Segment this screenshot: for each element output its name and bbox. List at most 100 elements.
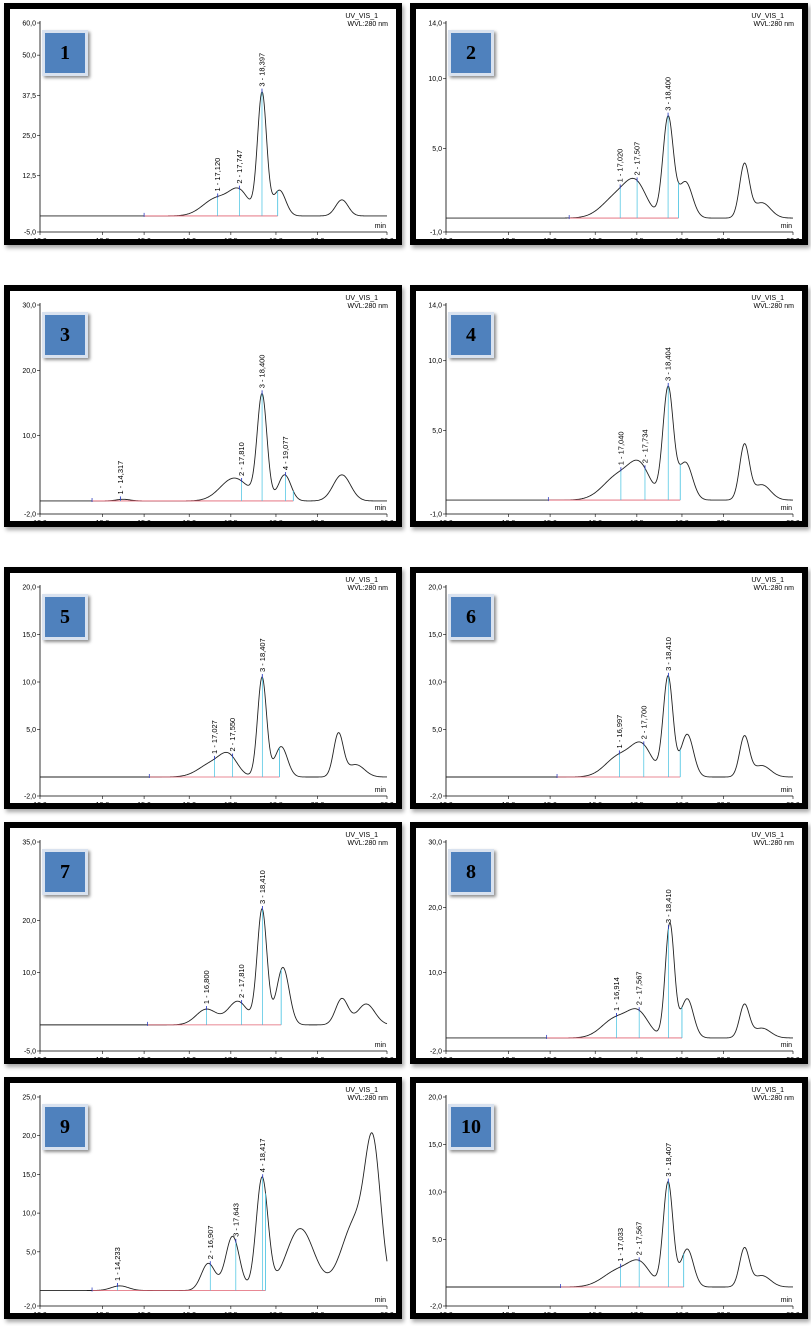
peak-label: 2 - 17,734 <box>640 429 649 463</box>
x-tick-label: 20,0 <box>717 1057 731 1058</box>
x-tick-label: 22,0 <box>786 238 800 239</box>
x-tick-label: 15,0 <box>543 802 557 803</box>
x-tick-label: 17,5 <box>630 1057 644 1058</box>
y-tick-label: 35,0 <box>22 840 36 847</box>
chromatogram-5: 12,0 13,8 15,0 16,3 17,5 18,8 20,0 22,0 -2,0 5,0 1… <box>22 577 394 803</box>
y-tick-label: 5,0 <box>26 727 36 734</box>
x-tick-label: 18,8 <box>675 802 689 803</box>
x-tick-label: 12,0 <box>439 1057 453 1058</box>
x-tick-label: 22,0 <box>786 802 800 803</box>
peak-label: 3 - 18,400 <box>664 77 673 111</box>
x-tick-label: 22,0 <box>786 520 800 521</box>
x-tick-label: 12,0 <box>439 520 453 521</box>
y-tick-label: -2,0 <box>430 1304 442 1311</box>
x-tick-label: 15,0 <box>543 1312 557 1313</box>
peak-label: 1 - 16,800 <box>202 970 211 1004</box>
panel-number-badge: 8 <box>448 849 494 895</box>
x-tick-label: 12,0 <box>439 1312 453 1313</box>
x-tick-label: 15,0 <box>137 1057 151 1058</box>
signal-trace <box>40 676 388 778</box>
y-tick-label: 10,0 <box>428 970 442 977</box>
wavelength-label: WVL:280 nm <box>348 585 389 592</box>
panel-number-badge: 2 <box>448 30 494 76</box>
panel-number-badge: 9 <box>42 1104 88 1150</box>
x-tick-label: 18,8 <box>675 1312 689 1313</box>
peak-label: 3 - 18,397 <box>257 53 266 87</box>
peak-label: 2 - 17,810 <box>237 964 246 998</box>
y-tick-label: 15,0 <box>428 1142 442 1149</box>
y-tick-label: 10,0 <box>22 1211 36 1218</box>
signal-trace <box>40 1132 388 1291</box>
chromatogram-panel-1: 12,0 13,8 15,0 16,3 17,5 18,8 20,0 22,0 -5,0 12,5… <box>4 3 402 245</box>
peak-label: 1 - 17,033 <box>616 1228 625 1262</box>
panel-number-badge: 4 <box>448 312 494 358</box>
peak-label: 3 - 18,410 <box>664 637 673 671</box>
y-tick-label: -1,0 <box>430 230 442 237</box>
x-tick-label: 22,0 <box>786 1057 800 1058</box>
wavelength-label: WVL:280 nm <box>754 21 795 28</box>
signal-trace <box>40 907 388 1026</box>
chromatogram-9: 12,0 13,8 15,0 16,3 17,5 18,8 20,0 22,0 -2,0 5,0 1… <box>22 1087 394 1313</box>
y-tick-label: 12,5 <box>22 173 36 180</box>
x-tick-label: 15,0 <box>137 520 151 521</box>
x-tick-label: 16,3 <box>588 520 602 521</box>
x-tick-label: 15,0 <box>137 238 151 239</box>
x-tick-label: 18,8 <box>269 520 283 521</box>
wavelength-label: WVL:280 nm <box>348 21 389 28</box>
y-tick-label: 10,0 <box>428 358 442 365</box>
panel-number-badge: 3 <box>42 312 88 358</box>
y-tick-label: 5,0 <box>432 428 442 435</box>
y-tick-label: 14,0 <box>428 303 442 310</box>
x-tick-label: 18,8 <box>675 238 689 239</box>
y-tick-label: 15,0 <box>428 632 442 639</box>
x-tick-label: 16,3 <box>182 238 196 239</box>
panel-number-badge: 7 <box>42 849 88 895</box>
x-tick-label: 22,0 <box>380 1312 394 1313</box>
x-unit-label: min <box>781 1042 792 1049</box>
x-tick-label: 17,5 <box>224 1057 238 1058</box>
signal-trace <box>446 922 793 1039</box>
peak-label: 4 - 18,417 <box>258 1138 267 1172</box>
x-tick-label: 13,8 <box>96 1312 110 1313</box>
y-tick-label: 10,0 <box>22 970 36 977</box>
x-tick-label: 12,0 <box>439 238 453 239</box>
y-tick-label: 10,0 <box>428 680 442 687</box>
peak-label: 3 - 18,410 <box>664 889 673 923</box>
x-tick-label: 17,5 <box>224 238 238 239</box>
x-tick-label: 13,8 <box>502 1312 516 1313</box>
x-tick-label: 18,8 <box>269 238 283 239</box>
y-tick-label: -5,0 <box>24 1049 36 1056</box>
peak-label: 3 - 18,400 <box>258 355 267 389</box>
x-tick-label: 16,3 <box>182 1312 196 1313</box>
x-tick-label: 13,8 <box>96 238 110 239</box>
x-tick-label: 13,8 <box>502 520 516 521</box>
peak-label: 1 - 14,317 <box>116 461 125 495</box>
x-unit-label: min <box>375 1042 386 1049</box>
x-tick-label: 12,0 <box>33 238 47 239</box>
wavelength-label: WVL:280 nm <box>348 1095 389 1102</box>
chromatogram-panel-10: 12,0 13,8 15,0 16,3 17,5 18,8 20,0 22,0 -2,0 5,0 1… <box>410 1077 808 1319</box>
chromatogram-panel-9: 12,0 13,8 15,0 16,3 17,5 18,8 20,0 22,0 -2,0 5,0 1… <box>4 1077 402 1319</box>
signal-trace <box>446 385 793 501</box>
x-unit-label: min <box>781 223 792 230</box>
chromatogram-8: 12,0 13,8 15,0 16,3 17,5 18,8 20,0 22,0 -2,0 10,0… <box>428 832 800 1058</box>
chromatogram-panel-8: 12,0 13,8 15,0 16,3 17,5 18,8 20,0 22,0 -2,0 10,0… <box>410 822 808 1064</box>
y-tick-label: 5,0 <box>432 146 442 153</box>
peak-label: 1 - 17,120 <box>213 158 222 192</box>
y-tick-label: -2,0 <box>24 1304 36 1311</box>
x-tick-label: 16,3 <box>182 802 196 803</box>
chromatogram-panel-5: 12,0 13,8 15,0 16,3 17,5 18,8 20,0 22,0 -2,0 5,0 1… <box>4 567 402 809</box>
chromatogram-4: 12,0 13,8 15,0 16,3 17,5 18,8 20,0 22,0 -1,0 5,0 1… <box>428 295 800 521</box>
x-tick-label: 18,8 <box>269 1312 283 1313</box>
x-unit-label: min <box>375 505 386 512</box>
chromatogram-panel-2: 12,0 13,8 15,0 16,3 17,5 18,8 20,0 22,0 -1,0 5,0 1… <box>410 3 808 245</box>
x-tick-label: 22,0 <box>380 1057 394 1058</box>
y-tick-label: 10,0 <box>428 1190 442 1197</box>
peak-label: 2 - 17,747 <box>235 150 244 184</box>
x-tick-label: 20,0 <box>717 238 731 239</box>
peak-label: 3 - 18,407 <box>664 1143 673 1177</box>
peak-label: 3 - 18,410 <box>258 870 267 904</box>
y-tick-label: 15,0 <box>22 632 36 639</box>
wavelength-label: WVL:280 nm <box>754 585 795 592</box>
y-tick-label: 20,0 <box>428 585 442 592</box>
